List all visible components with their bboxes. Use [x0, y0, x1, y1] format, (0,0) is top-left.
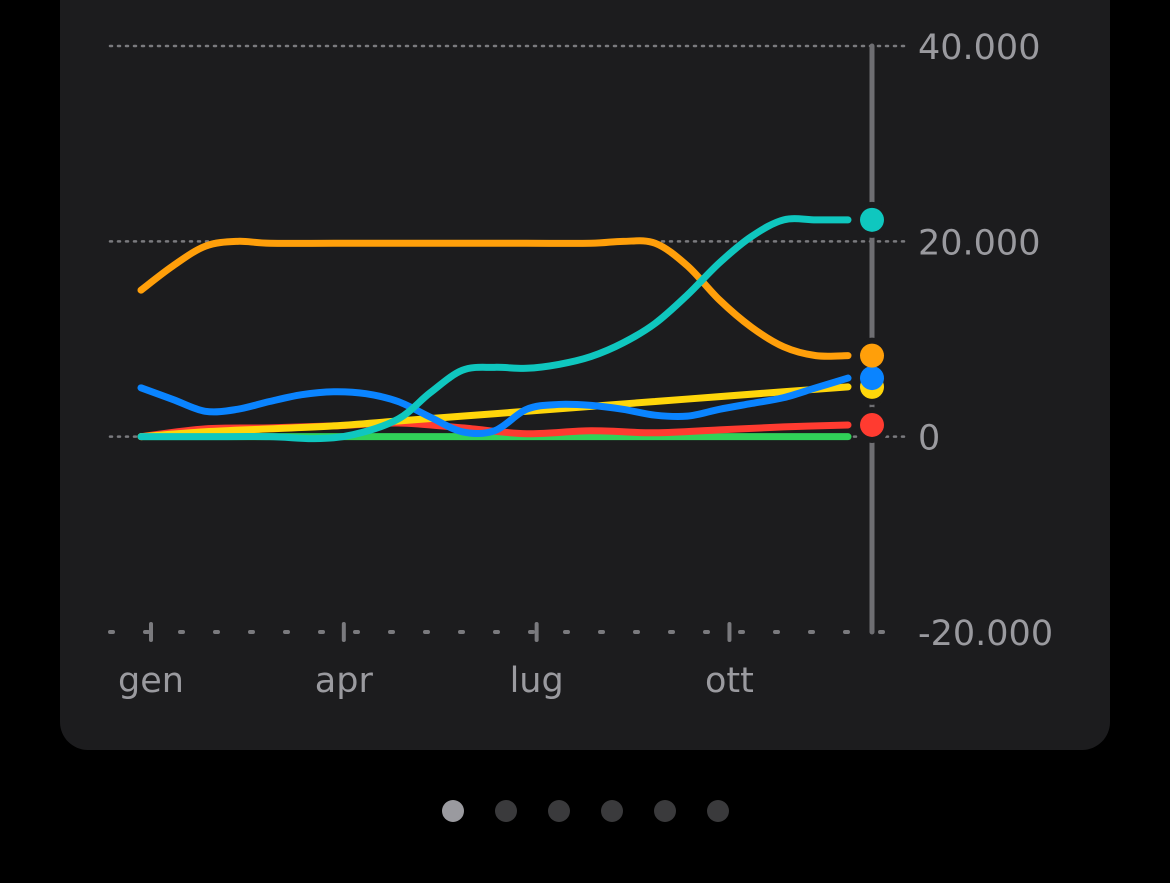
y-tick-label: 0	[918, 419, 940, 459]
page-dot[interactable]	[601, 800, 623, 822]
page-dot[interactable]	[654, 800, 676, 822]
x-tick-label: ott	[705, 661, 754, 701]
y-tick-label: 20.000	[918, 223, 1040, 263]
end-marker	[860, 207, 884, 232]
axis-labels: 40.000 20.000 0 -20.000 gen apr lug ott	[118, 28, 1053, 701]
page-dot[interactable]	[707, 800, 729, 822]
chart-card	[60, 0, 1110, 750]
x-tick-label: gen	[118, 661, 184, 701]
series-line	[137, 215, 852, 443]
page-dot[interactable]	[495, 800, 517, 822]
page-indicator[interactable]	[0, 800, 1170, 824]
y-tick-label: -20.000	[918, 614, 1053, 654]
x-tick-label: apr	[315, 661, 374, 701]
y-tick-label: 40.000	[918, 28, 1040, 68]
series-line	[137, 383, 852, 441]
page-dot[interactable]	[548, 800, 570, 822]
series-lines	[137, 215, 852, 443]
series-line	[137, 237, 852, 360]
end-marker	[860, 343, 884, 368]
series-line	[137, 374, 852, 438]
x-tick-label: lug	[510, 661, 564, 701]
end-markers	[854, 201, 890, 443]
page-dot[interactable]	[442, 800, 464, 822]
end-marker	[860, 412, 884, 437]
grid-lines	[108, 44, 907, 642]
end-marker	[860, 366, 884, 391]
